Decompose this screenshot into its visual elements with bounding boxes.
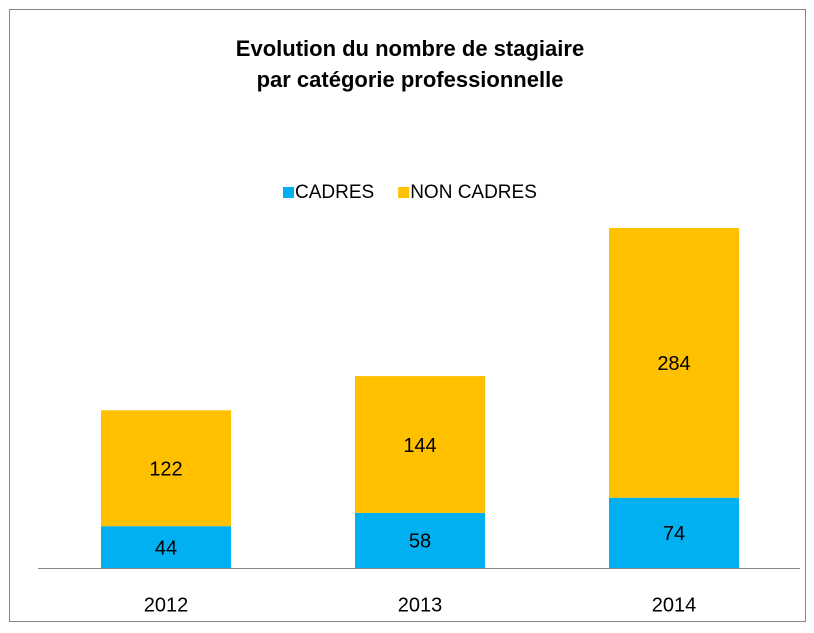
bar-segment [355, 512, 485, 568]
chart-title: Evolution du nombre de stagiaire [236, 36, 584, 61]
legend-swatch [398, 187, 410, 198]
x-tick-label: 2014 [652, 594, 697, 616]
data-label: 74 [663, 523, 685, 545]
bar-segment [609, 497, 739, 568]
data-label: 284 [657, 353, 690, 375]
data-label: 58 [409, 531, 431, 553]
legend-swatch [283, 187, 294, 198]
bar-segment [101, 410, 231, 527]
legend-label: NON CADRES [410, 182, 537, 203]
data-label: 144 [403, 435, 436, 457]
data-label: 44 [155, 537, 177, 559]
x-tick-label: 2013 [398, 594, 443, 616]
bar-segment [609, 227, 739, 498]
x-tick-label: 2012 [144, 594, 189, 616]
legend-label: CADRES [295, 182, 374, 203]
bar-segment [101, 526, 231, 568]
chart-title: par catégorie professionnelle [257, 67, 564, 92]
bar-segment [355, 376, 485, 513]
data-label: 122 [149, 459, 182, 481]
